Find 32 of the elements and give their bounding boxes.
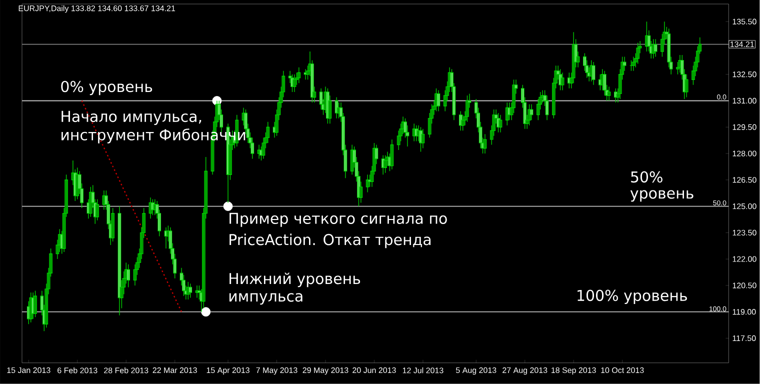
candlestick bbox=[636, 42, 640, 64]
point bbox=[223, 202, 233, 212]
point bbox=[201, 307, 211, 317]
candlestick bbox=[632, 56, 636, 72]
annotation: Нижний уровень bbox=[230, 272, 360, 288]
candlestick bbox=[257, 144, 261, 160]
candlestick bbox=[630, 60, 633, 72]
candlestick bbox=[34, 290, 37, 318]
candlestick bbox=[654, 38, 658, 58]
candlestick bbox=[366, 174, 370, 193]
candlestick bbox=[188, 283, 192, 298]
annotation: Пример четкого сигнала по bbox=[230, 212, 447, 228]
candlestick bbox=[466, 95, 469, 122]
annotation: 100% уровень bbox=[578, 290, 687, 304]
candlestick bbox=[498, 114, 502, 133]
candlestick bbox=[607, 86, 611, 102]
annotation: PriceAction. Откат тренда bbox=[230, 234, 431, 248]
candlestick bbox=[436, 90, 440, 112]
candlestick bbox=[592, 62, 596, 86]
candlestick bbox=[384, 155, 387, 174]
candlestick bbox=[292, 74, 296, 92]
candlestick bbox=[96, 198, 99, 221]
annotation: импульса bbox=[229, 293, 302, 305]
candlestick bbox=[304, 68, 308, 80]
annotation: Начало импульса, bbox=[62, 111, 202, 126]
candlestick bbox=[461, 114, 465, 132]
candlestick bbox=[297, 67, 301, 84]
annotation: 50% bbox=[631, 171, 662, 183]
annotation: уровень bbox=[630, 190, 694, 202]
candlestick bbox=[421, 128, 425, 149]
annotation: 0% уровень bbox=[61, 80, 152, 96]
candlestick bbox=[560, 72, 564, 91]
